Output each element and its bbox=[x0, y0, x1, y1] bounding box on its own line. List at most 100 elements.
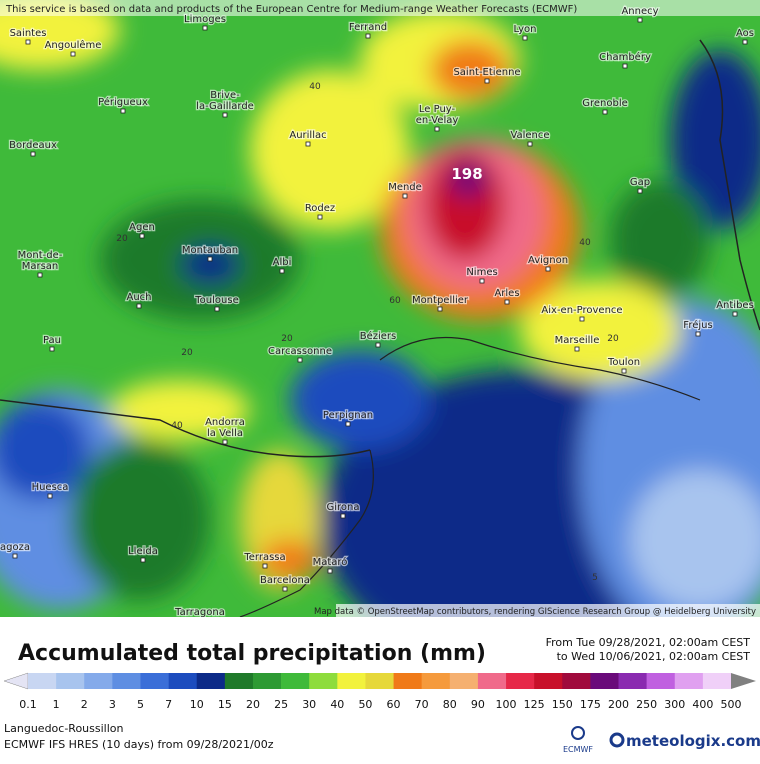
city-dot bbox=[622, 63, 628, 69]
city-label: Fréjus bbox=[683, 319, 712, 331]
city-label: Avignon bbox=[528, 255, 568, 266]
colorbar-arrow-low bbox=[3, 672, 29, 690]
colorbar-cell bbox=[393, 673, 422, 689]
colorbar-cell bbox=[562, 673, 591, 689]
colorbar-label: 30 bbox=[302, 698, 316, 711]
city-label: Périgueux bbox=[98, 96, 148, 108]
city-dot bbox=[25, 39, 31, 45]
colorbar-label: 10 bbox=[190, 698, 204, 711]
city-dot bbox=[202, 25, 208, 31]
colorbar-cell bbox=[477, 673, 507, 689]
city-label: Andorra la Vella bbox=[205, 417, 245, 439]
colorbar-cell bbox=[590, 673, 619, 689]
brand-icon bbox=[609, 732, 625, 748]
city-label: Rodez bbox=[305, 203, 335, 214]
attribution: Map data © OpenStreetMap contributors, r… bbox=[314, 607, 756, 617]
colorbar-cell bbox=[702, 673, 732, 689]
city-dot bbox=[434, 126, 440, 132]
city-dot bbox=[282, 586, 288, 592]
city-dot bbox=[140, 557, 146, 563]
colorbar-label: 20 bbox=[246, 698, 260, 711]
city-dot bbox=[484, 78, 490, 84]
city-dot bbox=[579, 316, 585, 322]
colorbar-label: 2 bbox=[81, 698, 88, 711]
colorbar-cell bbox=[337, 673, 366, 689]
colorbar-cell bbox=[534, 673, 563, 689]
city-label: Gap bbox=[630, 177, 650, 188]
city-dot bbox=[637, 188, 643, 194]
city-dot bbox=[47, 493, 53, 499]
city-label: Annecy bbox=[621, 6, 658, 17]
city-label: Valence bbox=[510, 130, 549, 141]
city-dot bbox=[317, 214, 323, 220]
city-label: Le Puy-en-Velay bbox=[416, 104, 459, 126]
city-dot bbox=[49, 346, 55, 352]
colorbar-cell bbox=[281, 673, 310, 689]
city-dot bbox=[437, 306, 443, 312]
city-dot bbox=[37, 272, 43, 278]
colorbar-label: 400 bbox=[692, 698, 713, 711]
city-label: Terrassa bbox=[243, 552, 285, 563]
colorbar-cell bbox=[449, 673, 479, 689]
city-dot bbox=[139, 233, 145, 239]
city-label: Girona bbox=[326, 502, 359, 513]
colorbar-label: 1 bbox=[53, 698, 60, 711]
city-dot bbox=[214, 306, 220, 312]
city-dot bbox=[527, 141, 533, 147]
contour-label: 20 bbox=[181, 348, 193, 358]
colorbar-label: 0.1 bbox=[19, 698, 37, 711]
city-dot bbox=[70, 51, 76, 57]
city-label: Montpellier bbox=[412, 295, 469, 306]
city-dot bbox=[297, 357, 303, 363]
city-label: Ferrand bbox=[349, 22, 387, 33]
city-label: Lleida bbox=[128, 546, 158, 557]
colorbar-cell bbox=[28, 673, 57, 689]
city-dot bbox=[340, 513, 346, 519]
colorbar-label: 7 bbox=[165, 698, 172, 711]
colorbar-label: 60 bbox=[387, 698, 401, 711]
colorbar-label: 200 bbox=[608, 698, 629, 711]
contour-label: 40 bbox=[579, 238, 591, 248]
colorbar-cell bbox=[421, 673, 451, 689]
colorbar-cell bbox=[309, 673, 338, 689]
colorbar-cell bbox=[168, 673, 198, 689]
period-from: From Tue 09/28/2021, 02:00am CEST bbox=[546, 636, 751, 649]
city-label: Barcelona bbox=[260, 575, 310, 586]
colorbar-cell bbox=[252, 673, 282, 689]
city-dot bbox=[30, 151, 36, 157]
city-label: Grenoble bbox=[582, 98, 628, 109]
city-label: Toulouse bbox=[194, 295, 238, 306]
city-label: Aix-en-Provence bbox=[541, 305, 622, 316]
city-label: Aurillac bbox=[289, 130, 326, 141]
city-dot bbox=[621, 368, 627, 374]
colorbar-label: 125 bbox=[524, 698, 545, 711]
city-dot bbox=[479, 278, 485, 284]
map: This service is based on data and produc… bbox=[0, 0, 760, 618]
colorbar-cell bbox=[365, 673, 394, 689]
city-dot bbox=[327, 568, 333, 574]
colorbar-label: 50 bbox=[358, 698, 372, 711]
colorbar-cell bbox=[56, 673, 85, 689]
city-label: Béziers bbox=[360, 330, 397, 342]
city-label: Antibes bbox=[716, 300, 754, 311]
colorbar-label: 90 bbox=[471, 698, 485, 711]
colorbar-label: 5 bbox=[137, 698, 144, 711]
colorbar-cell bbox=[84, 673, 113, 689]
city-dot bbox=[504, 299, 510, 305]
contour-label: 40 bbox=[309, 82, 321, 92]
colorbar-cell bbox=[112, 673, 141, 689]
city-label: Carcassonne bbox=[268, 346, 332, 357]
city-dot bbox=[732, 311, 738, 317]
city-label: Saint-Etienne bbox=[453, 67, 520, 78]
city-dot bbox=[545, 266, 551, 272]
city-dot bbox=[602, 109, 608, 115]
city-dot bbox=[12, 553, 18, 559]
city-label: Tarragona bbox=[174, 607, 225, 618]
city-label: Saintes bbox=[10, 28, 47, 39]
city-dot bbox=[345, 421, 351, 427]
city-dot bbox=[222, 439, 228, 445]
colorbar-label: 500 bbox=[721, 698, 742, 711]
colorbar-label: 70 bbox=[415, 698, 429, 711]
city-label: Pau bbox=[43, 335, 61, 346]
